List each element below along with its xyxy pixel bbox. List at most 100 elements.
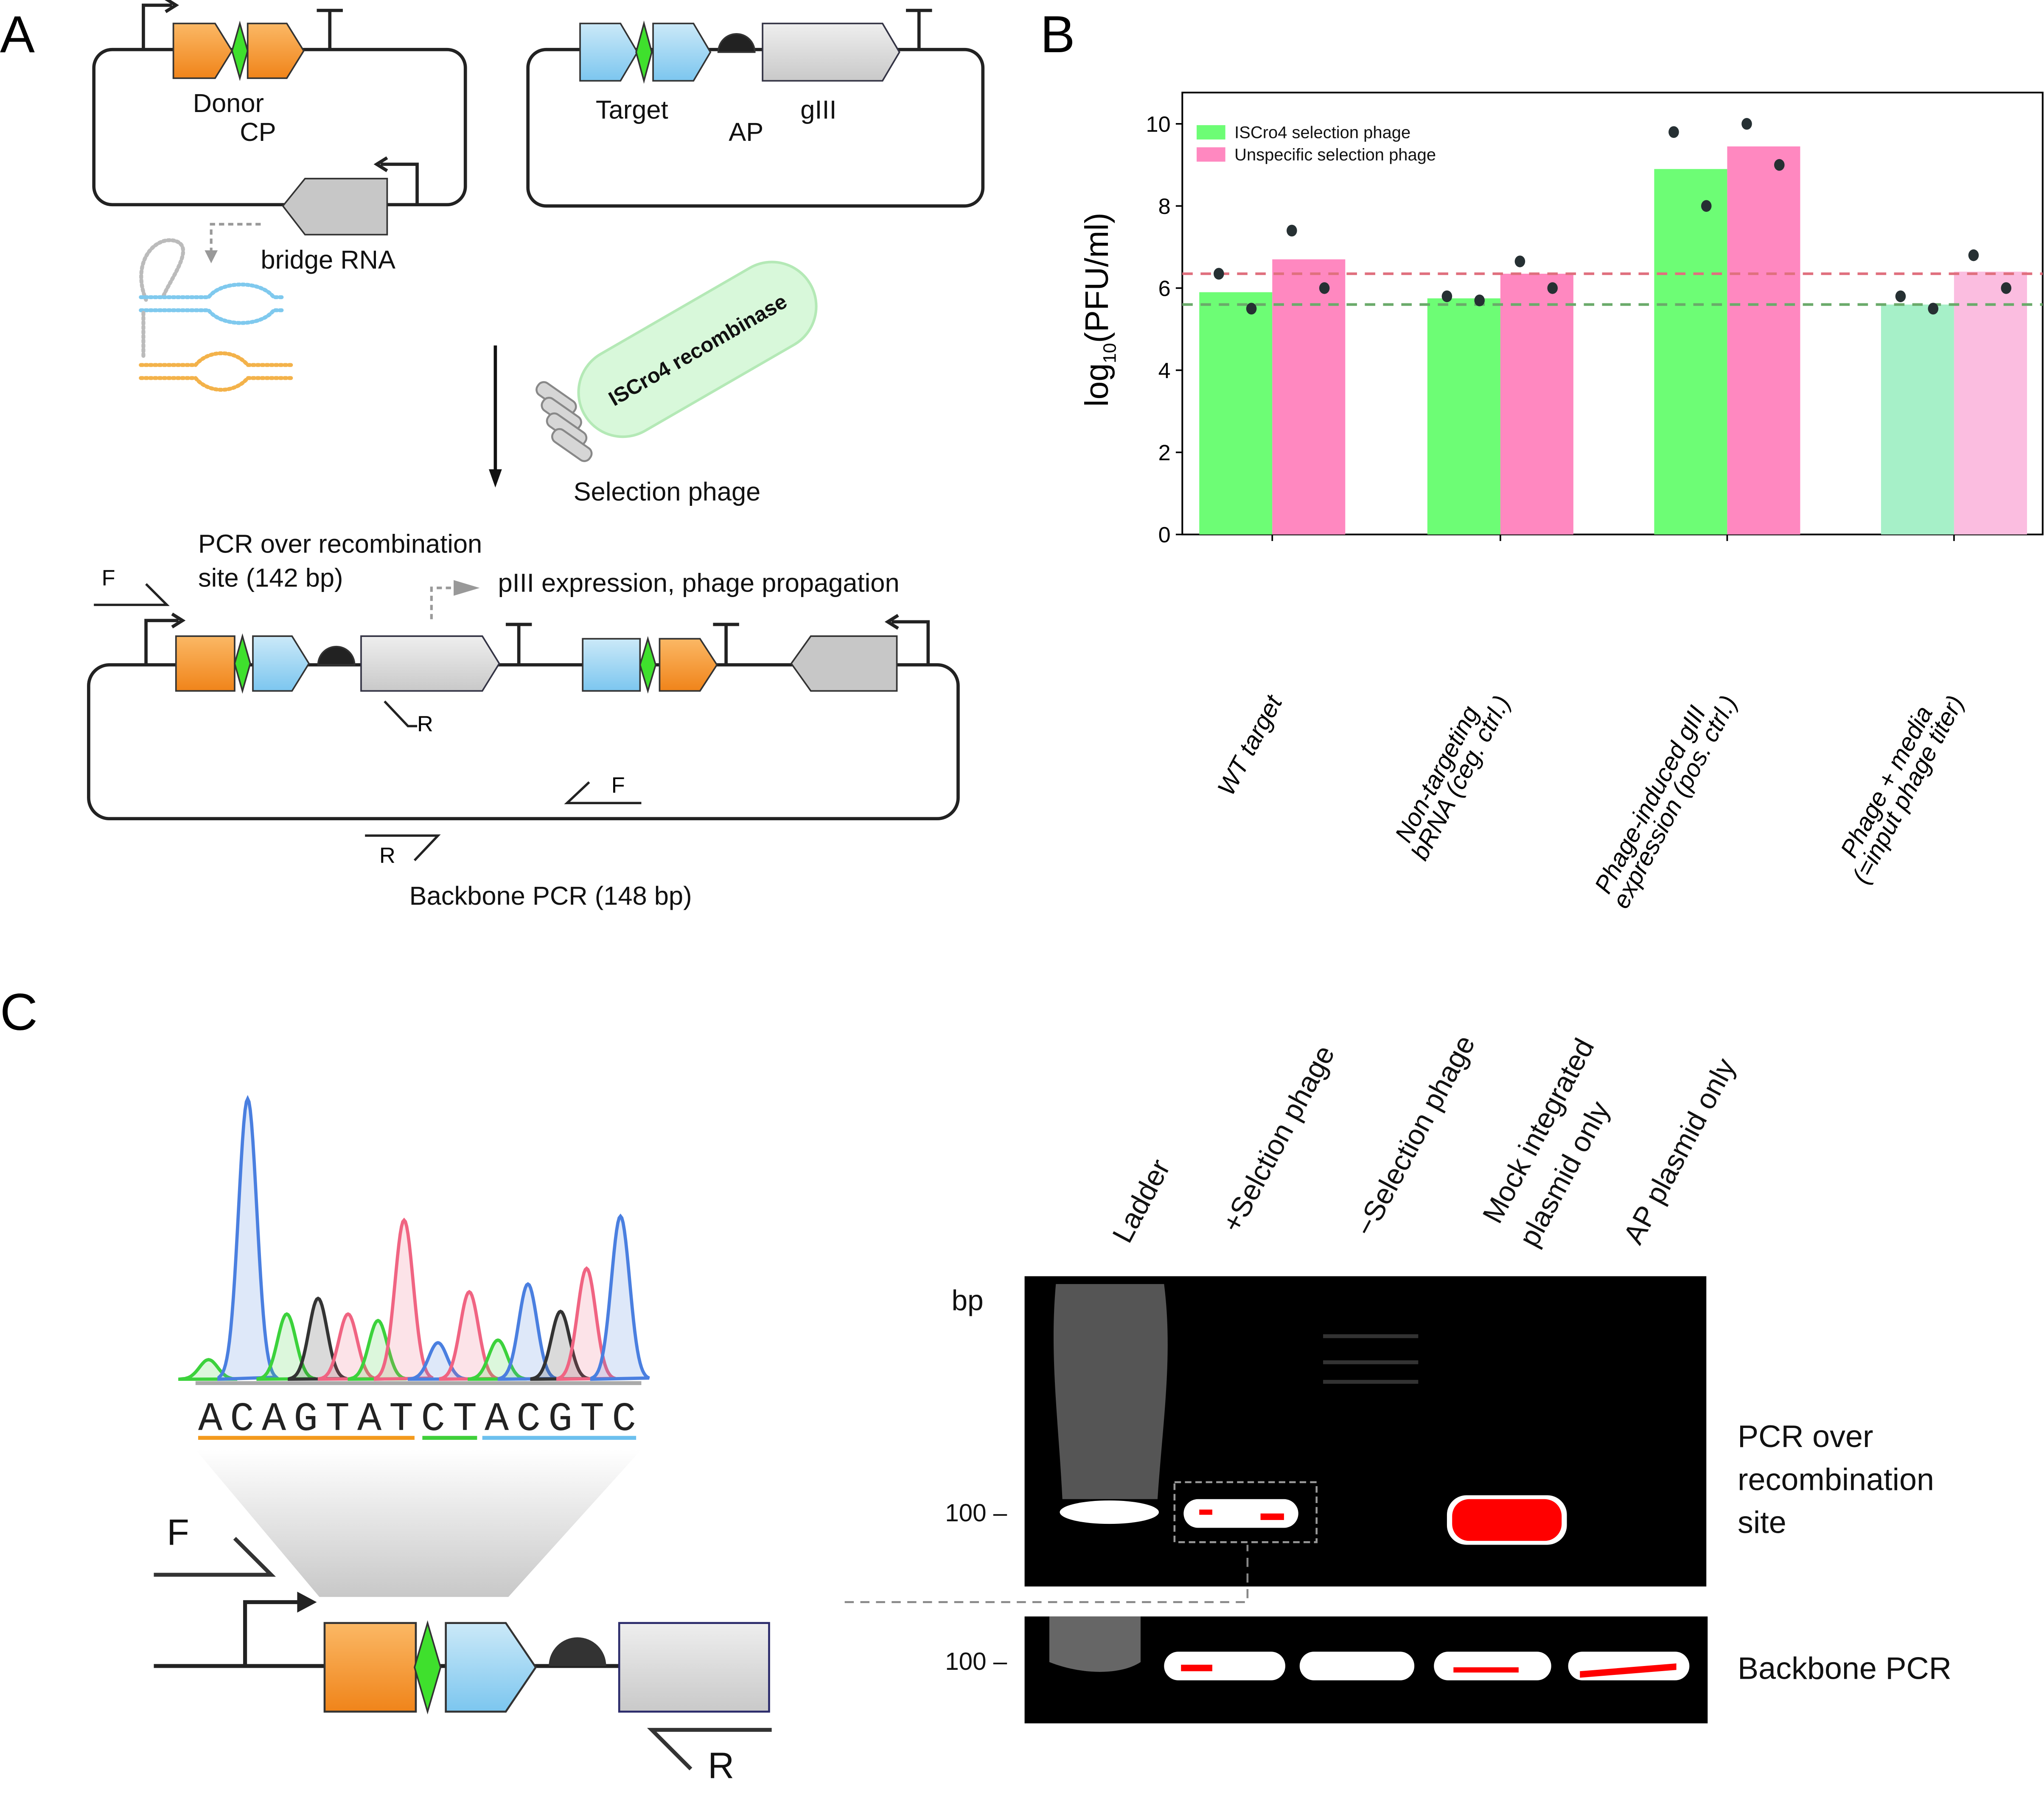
- target-label: Target: [596, 95, 668, 125]
- primer-f-backbone-label: F: [611, 773, 625, 798]
- y-tick-label: 4: [1158, 359, 1171, 383]
- chromatogram-peak: [439, 1290, 499, 1381]
- integrated-plasmid: [87, 612, 960, 821]
- marker-100-bottom: 100 –: [945, 1648, 1007, 1675]
- data-point: [1547, 282, 1558, 294]
- y-tick-label: 0: [1158, 523, 1171, 547]
- chromatogram-peak: [530, 1310, 590, 1381]
- y-tick-label: 8: [1158, 194, 1171, 219]
- data-point: [1246, 303, 1257, 315]
- zoom-trapezoid: [195, 1450, 642, 1597]
- chromatogram-peak: [556, 1266, 616, 1381]
- pcr-over-label-1: PCR over recombination: [198, 530, 482, 559]
- data-point: [1968, 249, 1979, 261]
- chromatogram-peak: [497, 1282, 557, 1381]
- primer-r-c-label: R: [708, 1745, 734, 1786]
- dashed-connector: [844, 1545, 1249, 1603]
- primer-f: [94, 583, 170, 606]
- core-diamond: [231, 20, 249, 81]
- data-point: [1668, 126, 1679, 138]
- chromatogram-peak: [407, 1341, 467, 1381]
- data-point: [1895, 290, 1906, 303]
- plus-phage-band: [1183, 1499, 1298, 1528]
- chromatogram-peak: [590, 1213, 650, 1381]
- data-point: [1928, 303, 1939, 315]
- selection-phage-label: Selection phage: [574, 477, 761, 507]
- data-point: [1474, 294, 1485, 306]
- primer-r-backbone: [365, 834, 441, 861]
- y-tick-label: 6: [1158, 276, 1171, 301]
- giii-label: gIII: [800, 95, 836, 125]
- bar: [1427, 298, 1500, 535]
- lane-labels: Ladder +Selction phage −Selection phage …: [1106, 1030, 1741, 1252]
- orange-half-site: [172, 22, 233, 79]
- x-tick-label: WT target: [1212, 690, 1288, 800]
- gel-top-label-3: site: [1738, 1505, 1786, 1540]
- primer-r: [384, 700, 418, 727]
- ap-promoter-shape: [717, 33, 756, 53]
- bar: [1727, 146, 1800, 535]
- gel-top-label-2: recombination: [1738, 1461, 1934, 1497]
- dashed-arrow: [430, 586, 457, 620]
- arrowhead-icon: [454, 580, 480, 596]
- data-point: [1514, 255, 1525, 267]
- cp-label: CP: [240, 118, 276, 147]
- data-point: [1701, 200, 1712, 212]
- y-tick-label: 2: [1158, 440, 1171, 465]
- lane-label-ap: AP plasmid only: [1618, 1053, 1742, 1249]
- sequence-text: ACAGTATCTACGTC: [198, 1397, 636, 1442]
- bar: [1881, 304, 1954, 535]
- bar: [1654, 169, 1727, 535]
- primer-f-backbone: [564, 781, 642, 805]
- bar: [1199, 292, 1273, 535]
- gel-bottom: [1024, 1616, 1708, 1724]
- bar: [1500, 274, 1573, 535]
- bar: [1272, 259, 1346, 535]
- sequencing-chromatogram: [178, 1095, 650, 1381]
- gel-top: [1024, 1276, 1707, 1587]
- marker-100-top: 100 –: [945, 1499, 1007, 1527]
- orange-half-site: [247, 22, 305, 79]
- donor-cassette: [172, 20, 388, 236]
- lane-label-minus-phage: −Selection phage: [1349, 1030, 1481, 1241]
- data-point: [1319, 282, 1330, 294]
- bridge-rna-label: bridge RNA: [261, 245, 395, 275]
- primer-r-label: R: [417, 712, 433, 736]
- plot-frame: [1181, 92, 2044, 536]
- dashed-arrow: [210, 223, 261, 256]
- primer-r-c: [647, 1728, 772, 1770]
- panel-label-b: B: [1040, 6, 1075, 64]
- chromatogram-peak: [468, 1338, 527, 1381]
- giii-gene: [762, 22, 900, 82]
- legend-swatch-unspecific: [1197, 147, 1225, 162]
- primer-f-c-label: F: [167, 1512, 189, 1553]
- legend-label-unspecific: Unspecific selection phage: [1234, 146, 1436, 164]
- bridge-rna-gene: [282, 178, 388, 236]
- primer-f-c: [154, 1537, 276, 1577]
- gel-bottom-label: Backbone PCR: [1738, 1651, 1951, 1686]
- target-plasmid: [526, 8, 985, 208]
- primer-r-backbone-label: R: [379, 844, 395, 868]
- data-point: [1287, 224, 1297, 237]
- selection-phage-icon: ISCro4 recombinase: [536, 261, 818, 462]
- highlight-box: [1173, 1481, 1318, 1543]
- data-point: [1214, 268, 1224, 280]
- donor-label: Donor: [193, 89, 264, 118]
- data-point: [1741, 118, 1752, 130]
- ap-label: AP: [729, 118, 763, 147]
- data-point: [2001, 282, 2012, 294]
- integrated-cassette: [175, 633, 898, 694]
- pcr-over-label-2: site (142 bp): [198, 563, 343, 592]
- y-tick-label: 10: [1146, 112, 1171, 137]
- gel-top-label-1: PCR over: [1738, 1419, 1873, 1454]
- bar: [1954, 272, 2027, 535]
- bridge-rna-structure: [139, 238, 295, 392]
- legend-swatch-iscro4: [1197, 125, 1225, 140]
- piii-label: pIII expression, phage propagation: [498, 569, 900, 598]
- y-axis-label: log10(PFU/ml): [1079, 213, 1120, 407]
- backbone-pcr-label: Backbone PCR (148 bp): [409, 881, 692, 911]
- arrowhead-icon: [489, 469, 502, 488]
